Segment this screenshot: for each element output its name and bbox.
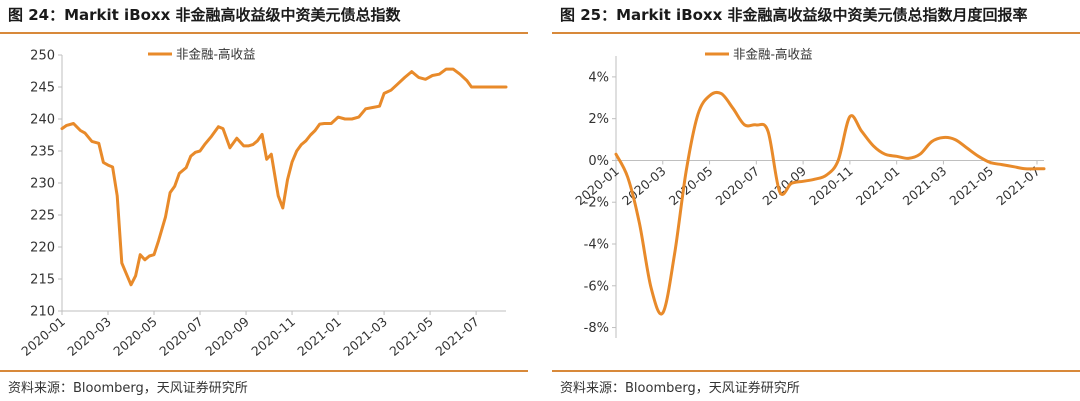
y-tick-label: 4% xyxy=(588,70,609,85)
x-tick-label: 2020-11 xyxy=(248,314,298,359)
series-line xyxy=(614,90,1046,316)
legend-label: 非金融-高收益 xyxy=(176,47,256,62)
x-tick-label: 2020-05 xyxy=(666,163,716,208)
y-tick-label: -6% xyxy=(584,279,609,294)
title-rule xyxy=(0,32,528,34)
y-tick-label: -4% xyxy=(584,238,609,253)
x-tick-label: 2021-05 xyxy=(386,314,436,359)
x-tick-label: 2020-07 xyxy=(156,314,206,359)
x-tick-label: 2021-03 xyxy=(900,163,950,208)
legend-label: 非金融-高收益 xyxy=(733,47,813,62)
y-tick-label: 230 xyxy=(30,177,55,192)
x-tick-label: 2021-07 xyxy=(432,314,482,359)
chart-title: 图 25：Markit iBoxx 非金融高收益级中资美元债总指数月度回报率 xyxy=(560,6,1028,24)
y-tick-label: 215 xyxy=(30,273,55,288)
chart-panel-index: 图 24：Markit iBoxx 非金融高收益级中资美元债总指数 210 215… xyxy=(0,0,528,401)
x-tick-label: 2020-09 xyxy=(202,314,252,359)
y-tick-label: 235 xyxy=(30,145,55,160)
y-tick-label: 2% xyxy=(588,112,609,127)
return-line-chart: -8%-6%-4%-2%0%2%4%2020-012020-032020-052… xyxy=(572,47,1046,338)
y-tick-label: 240 xyxy=(30,113,55,128)
chart-panel-return: 图 25：Markit iBoxx 非金融高收益级中资美元债总指数月度回报率 -… xyxy=(552,0,1080,401)
source-note: 资料来源：Bloomberg，天风证券研究所 xyxy=(560,381,800,396)
y-tick-label: 220 xyxy=(30,241,55,256)
y-tick-label: 0% xyxy=(588,154,609,169)
y-tick-label: -8% xyxy=(584,321,609,336)
x-tick-label: 2021-03 xyxy=(340,314,390,359)
x-tick-label: 2020-01 xyxy=(18,314,68,359)
index-line-chart: 2102152202252302352402452502020-012020-0… xyxy=(18,47,508,359)
x-tick-label: 2021-05 xyxy=(946,163,996,208)
x-tick-label: 2020-07 xyxy=(713,163,763,208)
y-tick-label: 245 xyxy=(30,81,55,96)
title-rule xyxy=(552,32,1080,34)
source-rule xyxy=(552,370,1080,372)
x-tick-label: 2020-03 xyxy=(619,163,669,208)
x-tick-label: 2020-05 xyxy=(110,314,160,359)
source-note: 资料来源：Bloomberg，天风证券研究所 xyxy=(8,381,248,396)
x-tick-label: 2020-03 xyxy=(64,314,114,359)
x-tick-label: 2021-01 xyxy=(853,163,903,208)
series-line xyxy=(60,67,508,287)
y-tick-label: 250 xyxy=(30,49,55,64)
source-rule xyxy=(0,370,528,372)
x-tick-label: 2020-09 xyxy=(759,163,809,208)
x-tick-label: 2021-01 xyxy=(294,314,344,359)
y-tick-label: -2% xyxy=(584,196,609,211)
y-tick-label: 225 xyxy=(30,209,55,224)
y-tick-label: 210 xyxy=(30,305,55,320)
chart-title: 图 24：Markit iBoxx 非金融高收益级中资美元债总指数 xyxy=(8,6,401,24)
